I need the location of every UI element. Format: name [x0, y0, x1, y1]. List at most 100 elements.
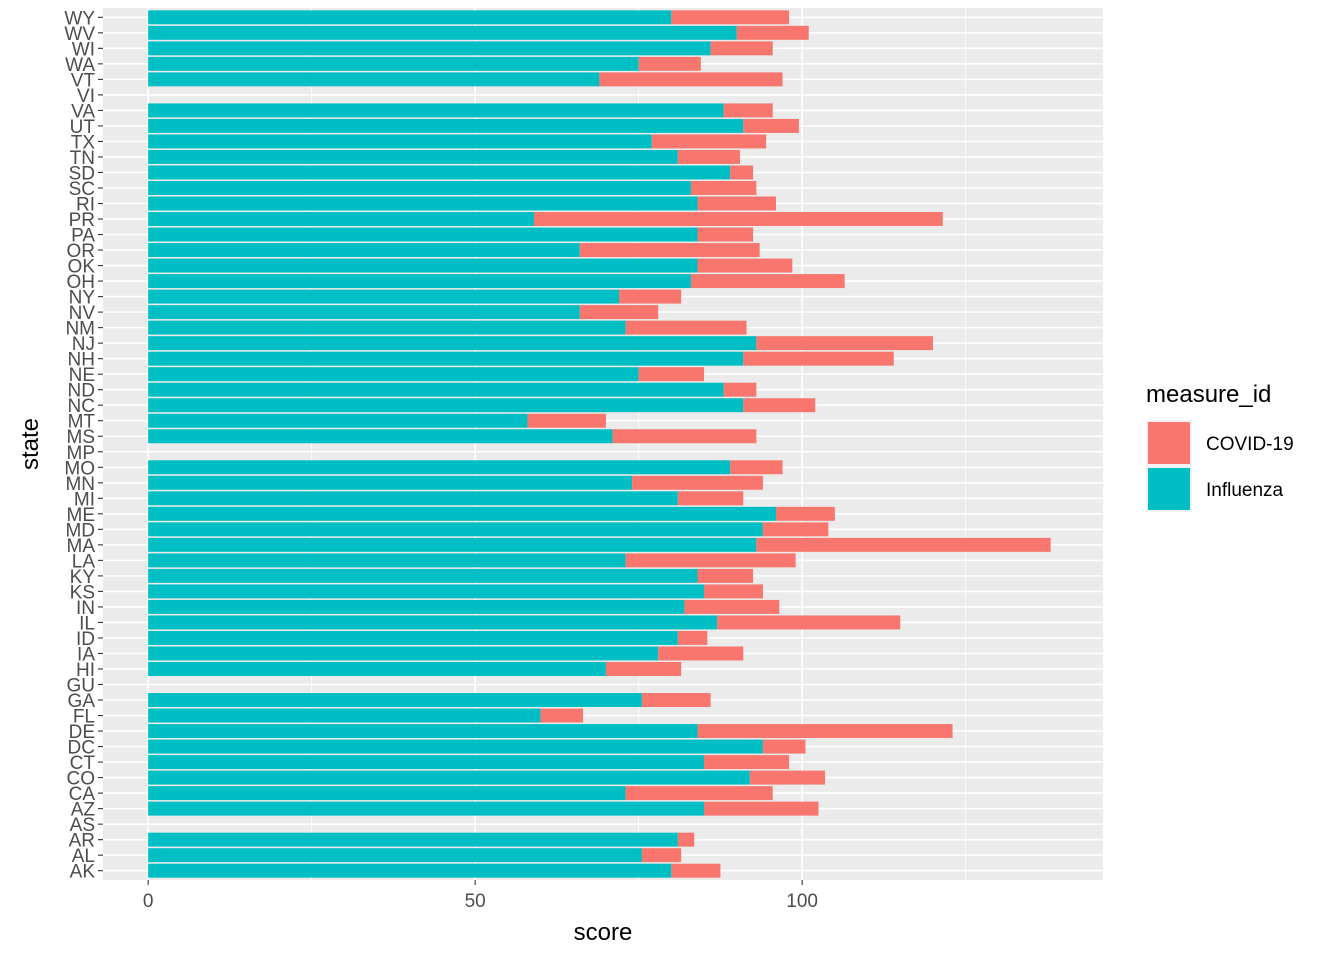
bar-covid-vt [599, 72, 783, 87]
bar-covid-ms [612, 429, 757, 444]
bar-influenza-tn [148, 149, 678, 164]
bar-covid-fl [540, 708, 584, 723]
bar-influenza-va [148, 103, 724, 118]
bar-covid-mo [730, 460, 783, 475]
bar-covid-oh [690, 274, 845, 289]
bar-influenza-pr [148, 212, 535, 226]
y-tick-label: CA [69, 784, 96, 805]
bar-covid-wi [710, 41, 773, 56]
y-tick-label: MP [67, 443, 96, 464]
y-tick-label: AK [70, 862, 96, 883]
y-tick-label: WY [64, 8, 95, 29]
y-tick-label: OH [67, 272, 96, 293]
y-tick-label: KS [70, 582, 95, 603]
y-tick-label: AL [72, 846, 95, 867]
bar-influenza-nv [148, 305, 580, 320]
bar-covid-in [684, 599, 780, 614]
bar-influenza-hi [148, 662, 606, 676]
bar-covid-id [677, 630, 708, 645]
y-tick-label: DC [68, 738, 95, 759]
legend-swatch-influenza [1148, 468, 1190, 510]
y-tick-label: SD [69, 163, 95, 184]
x-tick-label: 0 [143, 891, 154, 912]
bar-influenza-ks [148, 584, 705, 599]
bar-covid-nv [579, 305, 659, 320]
bar-covid-tn [677, 149, 741, 164]
bar-covid-ia [658, 646, 744, 661]
bar-covid-ut [743, 118, 799, 133]
y-tick-label: NV [69, 303, 96, 324]
y-tick-label: NJ [72, 334, 95, 355]
y-tick-label: FL [73, 707, 95, 728]
bar-covid-wy [671, 10, 790, 25]
bar-covid-or [579, 243, 760, 258]
y-tick-label: MA [67, 536, 96, 557]
bar-covid-ar [677, 832, 695, 847]
bar-covid-al [641, 848, 682, 863]
bar-influenza-ia [148, 646, 659, 661]
y-tick-label: OK [68, 257, 96, 278]
bar-influenza-tx [148, 134, 652, 149]
x-tick-label: 50 [465, 891, 486, 912]
bar-covid-ky [697, 568, 754, 583]
bar-influenza-wi [148, 41, 711, 56]
bar-covid-ri [697, 196, 776, 211]
y-tick-label: NE [69, 365, 95, 386]
bar-influenza-mn [148, 475, 633, 490]
bar-covid-ks [704, 584, 763, 599]
bar-influenza-ny [148, 289, 620, 304]
y-tick-label: IL [79, 613, 95, 634]
bar-covid-ne [638, 367, 705, 382]
bar-influenza-mi [148, 491, 678, 506]
bar-covid-pa [697, 227, 754, 242]
bar-influenza-ut [148, 118, 744, 133]
y-tick-label: TX [71, 132, 96, 153]
bar-covid-pr [534, 212, 943, 226]
bar-influenza-mo [148, 460, 731, 475]
bar-influenza-id [148, 630, 678, 645]
bar-covid-tx [651, 134, 767, 149]
bar-influenza-oh [148, 274, 691, 289]
bar-influenza-vt [148, 72, 600, 87]
y-tick-label: PA [71, 226, 95, 247]
y-tick-label: LA [72, 551, 96, 572]
bar-influenza-co [148, 770, 750, 785]
bar-covid-mt [527, 413, 606, 428]
y-tick-label: MT [68, 412, 96, 433]
bar-influenza-or [148, 243, 580, 258]
y-tick-label: WA [65, 55, 95, 76]
y-tick-label: CT [70, 753, 96, 774]
y-tick-label: PR [69, 210, 95, 231]
bar-covid-nm [625, 320, 747, 335]
bar-influenza-wa [148, 56, 639, 71]
y-tick-label: NY [69, 288, 96, 309]
bar-influenza-fl [148, 708, 541, 723]
y-tick-label: ND [68, 381, 95, 402]
y-tick-label: AS [70, 815, 95, 836]
x-axis: 0 50 100 [143, 880, 818, 912]
y-tick-label: VI [77, 86, 95, 107]
bar-covid-nh [743, 351, 894, 366]
y-tick-label: NC [68, 396, 95, 417]
bar-influenza-ca [148, 786, 626, 801]
legend-swatch-covid-19 [1148, 422, 1190, 464]
y-tick-label: UT [70, 117, 96, 138]
bar-covid-sc [690, 181, 757, 195]
y-tick-label: OR [67, 241, 96, 262]
y-tick-label: WV [64, 24, 95, 45]
bar-covid-nd [723, 382, 757, 397]
bar-covid-ca [625, 786, 773, 801]
y-tick-label: VT [71, 70, 96, 91]
bar-influenza-md [148, 522, 763, 537]
y-tick-label: NM [65, 319, 95, 340]
y-tick-label: MD [65, 520, 95, 541]
bar-influenza-sc [148, 181, 691, 195]
y-tick-label: MS [67, 427, 96, 448]
bar-influenza-ok [148, 258, 698, 273]
bar-covid-hi [605, 662, 682, 676]
y-tick-label: IA [77, 644, 95, 665]
y-tick-label: ID [76, 629, 95, 650]
bar-influenza-wy [148, 10, 672, 25]
bar-covid-az [704, 801, 819, 816]
